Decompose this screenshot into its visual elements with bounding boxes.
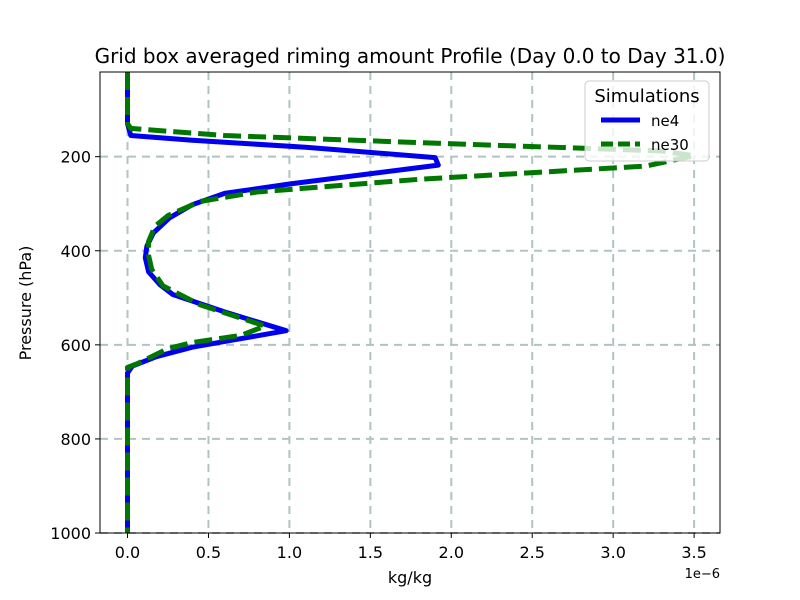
x-tick-label: 3.0: [600, 543, 625, 562]
y-tick-label: 400: [60, 242, 91, 261]
x-tick-label: 0.5: [196, 543, 221, 562]
legend-label-ne30: ne30: [651, 136, 689, 154]
legend-title: Simulations: [594, 86, 699, 107]
legend-label-ne4: ne4: [651, 112, 679, 130]
x-tick-label: 2.0: [439, 543, 464, 562]
x-offset-label: 1e−6: [685, 567, 720, 582]
x-tick-label: 1.0: [277, 543, 302, 562]
y-tick-label: 200: [60, 148, 91, 167]
y-tick-label: 800: [60, 430, 91, 449]
axes-frame: [99, 71, 721, 534]
legend: Simulations ne4 ne30: [584, 80, 710, 162]
y-axis: 200 400 600 800 1000: [50, 148, 100, 543]
x-tick-label: 1.5: [358, 543, 383, 562]
x-axis: 0.0 0.5 1.0 1.5 2.0 2.5 3.0 3.5: [115, 533, 707, 562]
y-tick-label: 1000: [50, 524, 91, 543]
y-tick-label: 600: [60, 336, 91, 355]
x-tick-label: 2.5: [519, 543, 544, 562]
legend-box: [584, 80, 710, 162]
y-axis-label: Pressure (hPa): [16, 246, 35, 361]
series-layer: [125, 72, 697, 533]
chart-title: Grid box averaged riming amount Profile …: [95, 44, 726, 68]
x-tick-label: 3.5: [681, 543, 706, 562]
x-axis-label: kg/kg: [388, 568, 432, 587]
x-tick-label: 0.0: [115, 543, 140, 562]
